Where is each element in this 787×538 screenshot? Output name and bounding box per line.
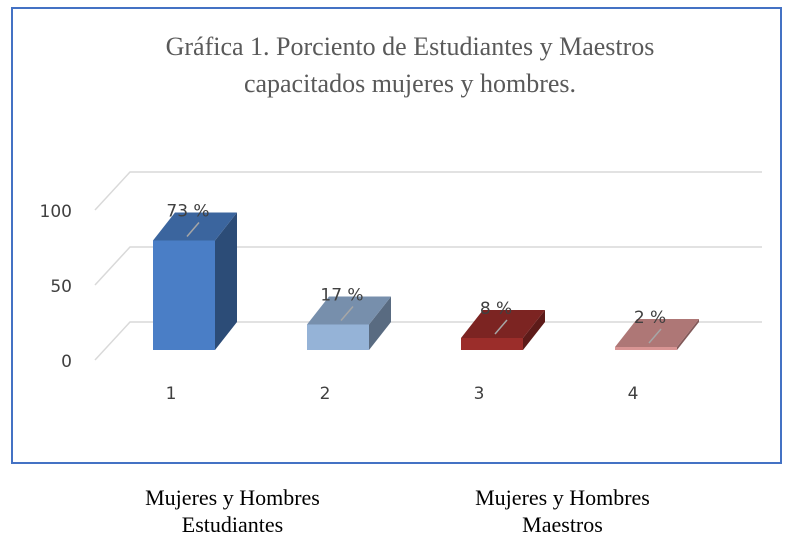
bar bbox=[615, 347, 677, 350]
bar-side bbox=[523, 310, 545, 350]
y-tick-label: 0 bbox=[61, 352, 72, 372]
leader-line bbox=[186, 222, 200, 237]
bar-side bbox=[677, 319, 699, 350]
chart-title: Gráfica 1. Porciento de Estudiantes y Ma… bbox=[165, 32, 655, 98]
grid-line bbox=[94, 246, 762, 286]
bar bbox=[461, 338, 523, 350]
data-label: 17 % bbox=[320, 286, 363, 306]
bar-side bbox=[215, 212, 237, 350]
leader-line bbox=[648, 328, 662, 344]
footer-label: Mujeres y Hombres Estudiantes bbox=[145, 485, 320, 537]
y-tick-label: 100 bbox=[40, 202, 72, 222]
chart-frame bbox=[11, 7, 782, 464]
bar bbox=[153, 240, 215, 350]
bar bbox=[307, 324, 369, 350]
x-tick-label: 3 bbox=[474, 384, 485, 404]
leader-line bbox=[494, 319, 508, 335]
x-tick-label: 4 bbox=[628, 384, 639, 404]
x-tick-label: 1 bbox=[166, 384, 177, 404]
data-label: 2 % bbox=[634, 308, 666, 328]
leader-line bbox=[340, 306, 354, 321]
data-label: 8 % bbox=[480, 299, 512, 319]
footer-label: Mujeres y Hombres Maestros bbox=[475, 485, 650, 537]
data-label: 73 % bbox=[166, 202, 209, 222]
y-tick-label: 50 bbox=[50, 277, 72, 297]
x-tick-label: 2 bbox=[320, 384, 331, 404]
grid-line bbox=[94, 321, 762, 361]
grid-line bbox=[94, 171, 762, 211]
bar-side bbox=[369, 296, 391, 350]
